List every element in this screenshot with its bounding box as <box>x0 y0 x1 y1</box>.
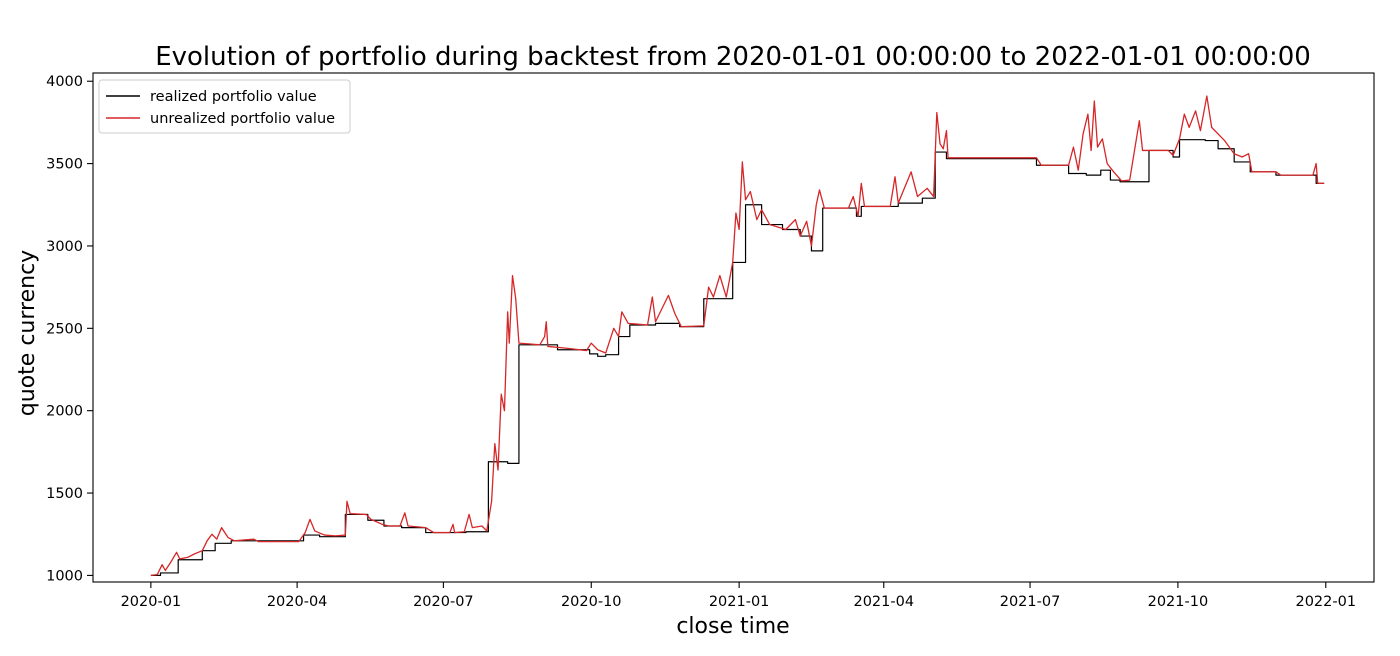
y-tick-label: 3000 <box>46 239 83 255</box>
y-tick-label: 2000 <box>46 404 83 420</box>
y-tick-label: 1500 <box>46 486 83 502</box>
x-tick-label: 2020-01 <box>121 594 182 610</box>
unrealized-value-line <box>150 95 1325 577</box>
realized-value-line <box>150 139 1325 577</box>
legend-label-realized: realized portfolio value <box>150 89 317 105</box>
x-tick-label: 2021-07 <box>1000 594 1061 610</box>
legend: realized portfolio value unrealized port… <box>98 79 351 134</box>
y-tick-label: 2500 <box>46 321 83 337</box>
legend-label-unrealized: unrealized portfolio value <box>150 111 335 127</box>
x-tick-label: 2020-07 <box>413 594 474 610</box>
chart-title: Evolution of portfolio during backtest f… <box>155 42 1311 72</box>
x-axis-ticks: 2020-01 2020-04 2020-07 2020-10 2021-01 2021-… <box>121 582 1356 610</box>
x-tick-label: 2020-10 <box>561 594 622 610</box>
x-tick-label: 2021-10 <box>1148 594 1209 610</box>
x-tick-label: 2022-01 <box>1295 594 1356 610</box>
plot-frame <box>92 72 1375 583</box>
x-axis-label: close time <box>676 614 789 639</box>
y-tick-label: 3500 <box>46 157 83 173</box>
y-tick-label: 4000 <box>46 74 83 90</box>
y-axis-ticks: 1000 1500 2000 2500 3000 3500 4000 <box>46 74 93 584</box>
x-tick-label: 2020-04 <box>267 594 328 610</box>
x-tick-label: 2021-04 <box>853 594 914 610</box>
legend-box <box>98 79 351 134</box>
x-tick-label: 2021-01 <box>709 594 770 610</box>
series-layer <box>150 95 1325 577</box>
y-axis-label: quote currency <box>15 250 40 416</box>
y-tick-label: 1000 <box>46 568 83 584</box>
